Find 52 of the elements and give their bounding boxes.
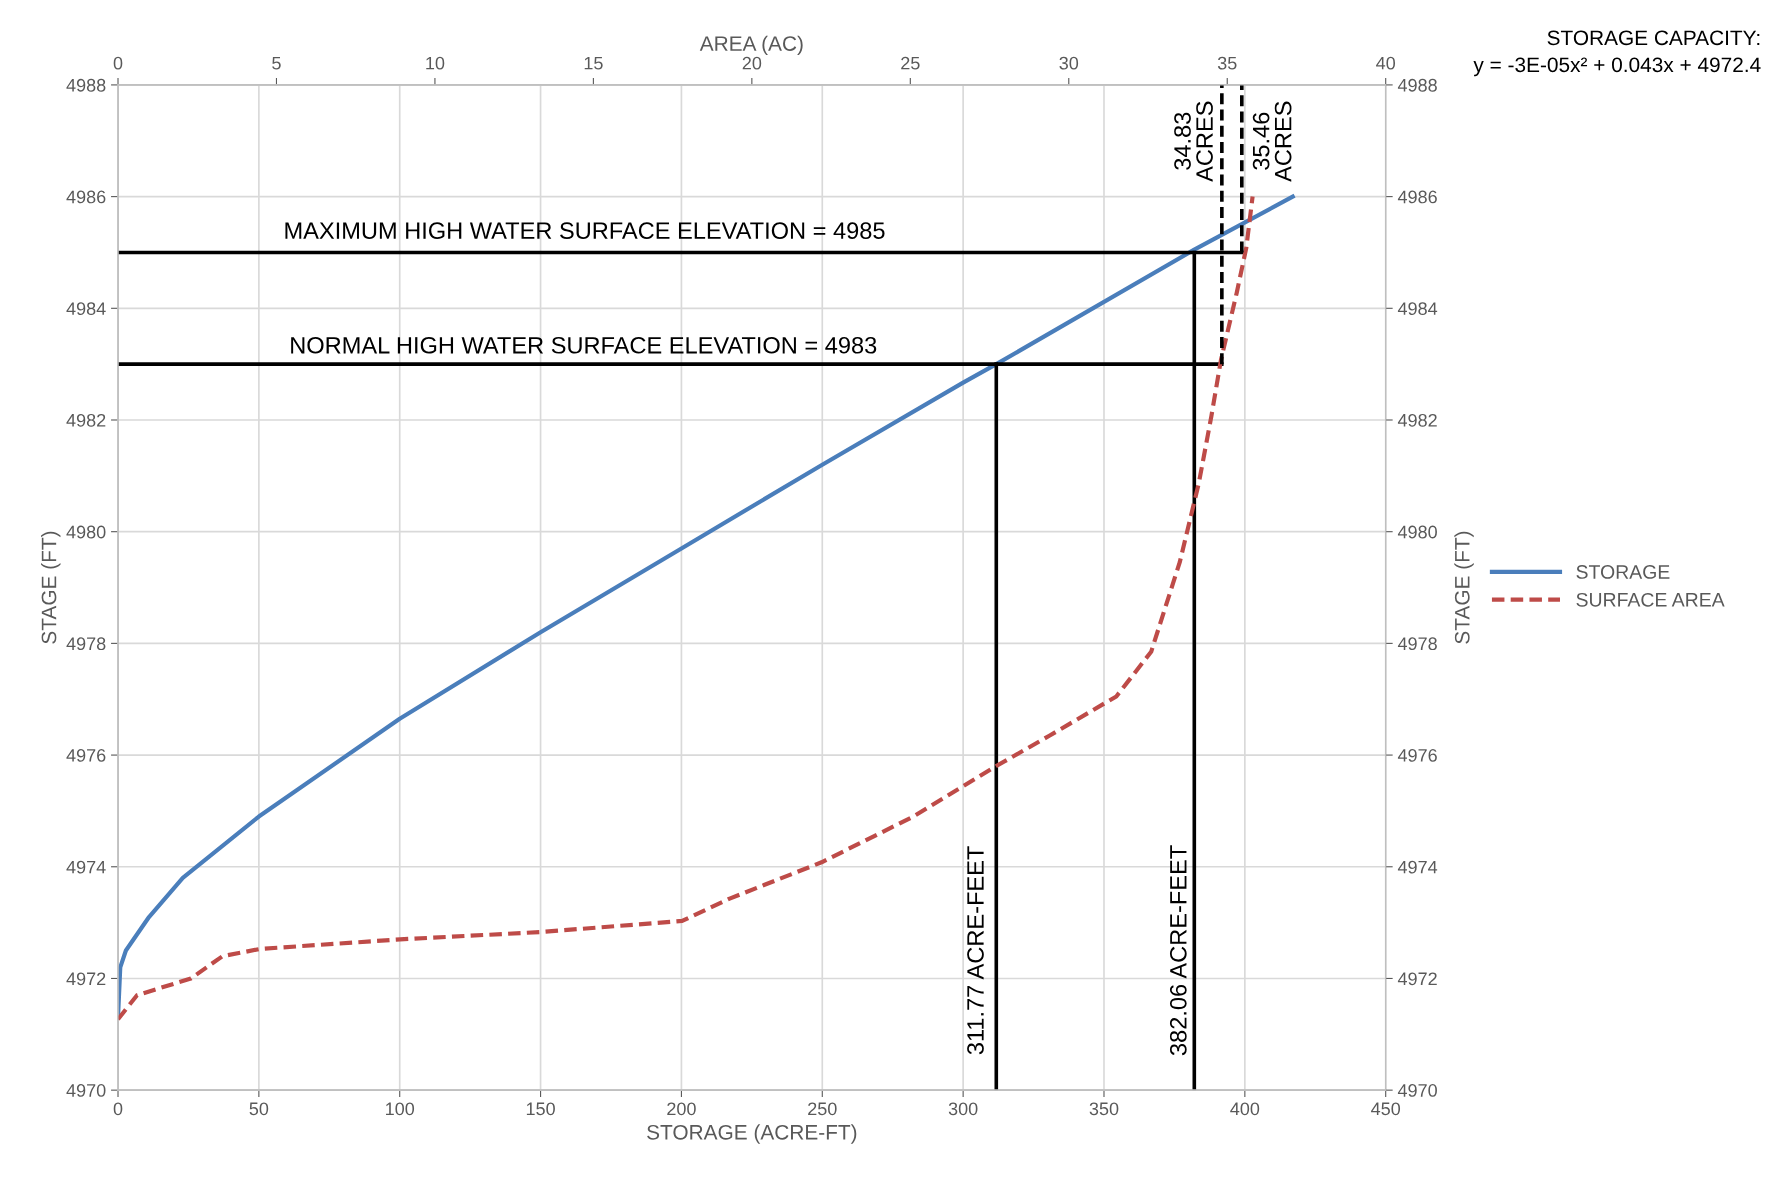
x-tick-label: 200 [667, 1102, 696, 1116]
y-axis-title: STAGE (FT) [41, 531, 61, 644]
text: STORAGE CAPACITY: y = -3E-05x² + 0.043x + 4972.4 [1473, 30, 1761, 77]
x2-tick-label: 0 [113, 56, 123, 70]
y-tick-label: 4970 [66, 1084, 106, 1097]
y-tick-label: 4982 [66, 413, 106, 427]
x-tick-label: 400 [1230, 1102, 1260, 1116]
x-tick-label: 250 [808, 1102, 837, 1116]
annotation: MAXIMUM HIGH WATER SURFACE ELEVATION = 4985 [285, 222, 885, 240]
y2-tick-label: 4978 [1397, 637, 1437, 651]
x-tick-label: 0 [113, 1102, 123, 1116]
y-tick-label: 4980 [66, 525, 106, 539]
legend-label: SURFACE AREA [1576, 592, 1725, 607]
y-tick-label: 4984 [66, 302, 106, 316]
x-tick-label: 450 [1371, 1102, 1401, 1116]
x2-tick-label: 40 [1376, 56, 1396, 70]
y-tick-label: 4972 [66, 972, 106, 986]
x2-tick-label: 15 [584, 56, 603, 70]
y2-tick-label: 4972 [1397, 972, 1437, 986]
x-tick-label: 50 [249, 1102, 269, 1116]
y-tick-label: 4978 [66, 637, 106, 651]
y-tick-label: 4986 [66, 190, 106, 204]
x2-axis-title: AREA (AC) [699, 35, 803, 56]
y2-axis-title: STAGE (FT) [1454, 531, 1474, 644]
x2-tick-label: 5 [272, 56, 281, 70]
y2-tick-label: 4988 [1397, 78, 1437, 92]
y2-tick-label: 4982 [1397, 413, 1437, 427]
x2-tick-label: 30 [1059, 56, 1079, 70]
y2-tick-label: 4984 [1397, 302, 1438, 316]
x2-tick-label: 20 [742, 56, 762, 70]
x-tick-label: 350 [1089, 1102, 1119, 1116]
x2-tick-label: 10 [426, 56, 445, 70]
y-tick-label: 4988 [66, 78, 106, 92]
annotation: 35.46 ACRES [1252, 101, 1292, 182]
x-axis-title: STORAGE (ACRE-FT) [647, 1124, 857, 1144]
x2-tick-label: 25 [901, 56, 920, 70]
x-tick-label: 150 [526, 1102, 555, 1116]
x-tick-label: 100 [386, 1102, 415, 1116]
annotation: 311.77 ACRE-FEET [967, 846, 984, 1055]
x2-tick-label: 35 [1217, 56, 1237, 70]
annotation: 382.06 ACRE-FEET [1169, 845, 1187, 1056]
y2-tick-label: 4970 [1397, 1084, 1437, 1097]
x-tick-label: 300 [948, 1102, 978, 1116]
annotation: NORMAL HIGH WATER SURFACE ELEVATION = 4983 [291, 336, 877, 354]
legend-label: STORAGE [1576, 565, 1670, 579]
y2-tick-label: 4980 [1397, 525, 1437, 539]
y-tick-label: 4974 [66, 860, 106, 874]
y-tick-label: 4976 [66, 749, 106, 762]
y2-tick-label: 4974 [1397, 860, 1438, 874]
y2-tick-label: 4976 [1397, 749, 1437, 762]
y2-tick-label: 4986 [1397, 190, 1437, 204]
annotation: 34.83 ACRES [1174, 101, 1213, 182]
